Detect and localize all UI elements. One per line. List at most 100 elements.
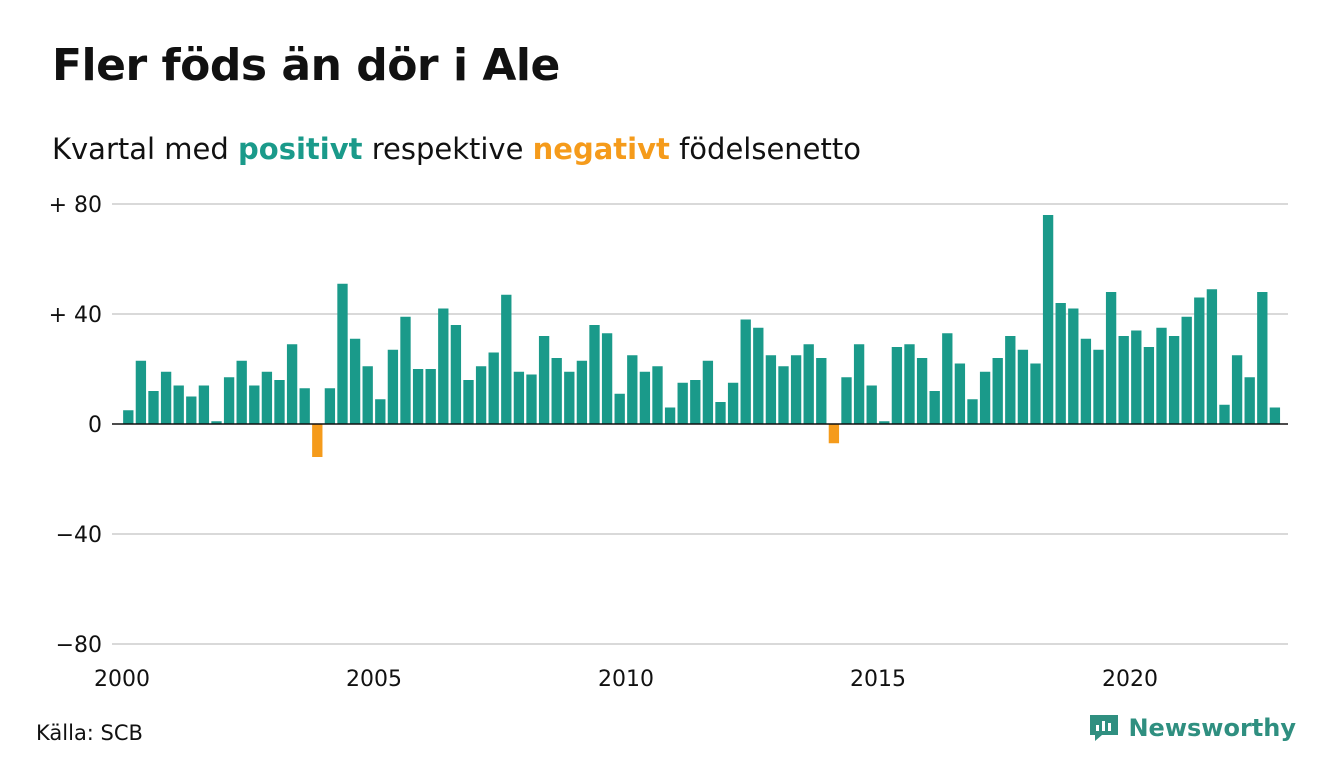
bar	[727, 382, 739, 424]
bar	[614, 393, 625, 424]
newsworthy-logo-icon	[1090, 715, 1119, 741]
bar	[589, 325, 600, 424]
bar	[1093, 349, 1104, 424]
bar	[387, 349, 399, 424]
y-tick-label: + 80	[49, 193, 102, 218]
bar	[1181, 316, 1192, 424]
bar	[425, 369, 436, 424]
bar	[601, 333, 613, 424]
bar	[501, 294, 512, 424]
x-tick-label: 2020	[1102, 667, 1158, 692]
bar	[362, 366, 373, 424]
bar	[438, 308, 449, 424]
bar	[488, 352, 499, 424]
bar	[160, 371, 172, 424]
bar	[753, 327, 764, 424]
bar	[942, 333, 953, 424]
bar	[475, 366, 487, 424]
bar	[1105, 292, 1117, 424]
bar	[286, 344, 298, 424]
bar	[639, 371, 651, 424]
chart-subtitle: Kvartal med positivt respektive negativt…	[52, 132, 861, 166]
axes: + 80 + 40 0 −40 −80 2000 2005 2010 2015 2020	[49, 193, 1288, 692]
bar	[375, 399, 386, 424]
bar	[702, 360, 714, 424]
bar	[576, 360, 588, 424]
bar	[664, 407, 676, 424]
bar	[450, 325, 462, 424]
bar	[1030, 363, 1041, 424]
bar	[879, 421, 890, 424]
x-tick-label: 2010	[598, 667, 654, 692]
subtitle-negative: negativt	[532, 132, 670, 166]
bar	[148, 391, 159, 424]
grid-lines	[112, 203, 1288, 645]
bar	[954, 363, 966, 424]
bar	[1206, 289, 1218, 424]
bar	[677, 382, 688, 424]
bar	[299, 388, 310, 424]
x-tick-label: 2000	[94, 667, 150, 692]
bar	[1219, 404, 1230, 424]
bar	[173, 385, 184, 424]
subtitle-mid: respektive	[371, 132, 524, 166]
subtitle-pre: Kvartal med	[52, 132, 229, 166]
bar	[979, 371, 991, 424]
bar	[236, 360, 247, 424]
brand-name: Newsworthy	[1128, 714, 1296, 742]
bar	[123, 410, 134, 424]
bar	[803, 344, 814, 424]
bar	[1042, 215, 1054, 424]
bar	[211, 421, 222, 424]
bar	[412, 369, 424, 424]
bar	[853, 344, 865, 424]
bar	[249, 385, 260, 424]
x-tick-label: 2005	[346, 667, 402, 692]
bar	[538, 336, 550, 424]
bar	[690, 380, 701, 424]
bar	[904, 344, 915, 424]
bar	[992, 358, 1003, 424]
bar	[274, 380, 285, 424]
subtitle-post: födelsenetto	[679, 132, 861, 166]
y-tick-label: −40	[56, 523, 102, 548]
bar	[1257, 292, 1268, 424]
bar	[652, 366, 663, 424]
bar	[929, 391, 940, 424]
bar	[186, 396, 197, 424]
bar	[1156, 327, 1167, 424]
bar	[261, 371, 273, 424]
bar	[324, 388, 336, 424]
bar	[1068, 308, 1079, 424]
x-tick-label: 2015	[850, 667, 906, 692]
bar	[564, 371, 575, 424]
bar	[513, 371, 525, 424]
chart-title: Fler föds än dör i Ale	[52, 40, 560, 91]
bar	[1143, 347, 1155, 424]
bar	[816, 358, 827, 424]
bar	[135, 360, 147, 424]
bar	[551, 358, 562, 424]
bar	[349, 338, 361, 424]
bar	[400, 316, 411, 424]
bar	[1231, 355, 1243, 424]
y-tick-label: 0	[88, 413, 102, 438]
bar	[1168, 336, 1180, 424]
source-note: Källa: SCB	[36, 721, 143, 745]
bar	[1118, 336, 1129, 424]
subtitle-positive: positivt	[238, 132, 363, 166]
bar	[337, 283, 348, 424]
bar	[778, 366, 789, 424]
bar	[1080, 338, 1092, 424]
bar	[198, 385, 210, 424]
bar	[1131, 330, 1142, 424]
bar	[967, 399, 978, 424]
bars	[123, 215, 1281, 457]
bar	[1269, 407, 1281, 424]
y-tick-label: −80	[56, 633, 102, 658]
brand-logo: Newsworthy	[1088, 712, 1296, 744]
bar	[828, 424, 840, 444]
bar	[866, 385, 877, 424]
bar	[223, 377, 235, 424]
